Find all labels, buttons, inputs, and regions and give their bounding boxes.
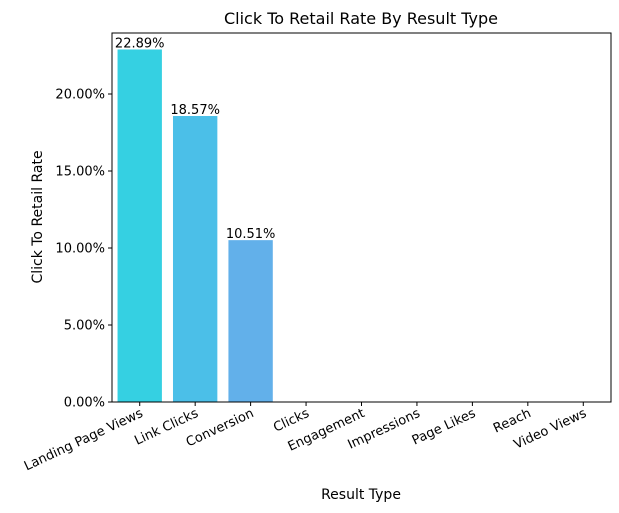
data-label-0: 22.89% <box>115 36 165 51</box>
y-tick-label-2: 10.00% <box>55 241 105 256</box>
y-axis-label: Click To Retail Rate <box>30 150 46 283</box>
bar-1 <box>172 116 218 402</box>
data-labels-group: 22.89% 18.57% 10.51% <box>115 36 275 242</box>
y-tick-label-1: 5.00% <box>64 319 105 334</box>
y-tick-label-4: 20.00% <box>55 87 105 102</box>
bar-2 <box>228 240 273 402</box>
y-tick-label-0: 0.00% <box>64 396 105 411</box>
x-axis-label: Result Type <box>321 487 401 503</box>
x-tick-label-0: Landing Page Views <box>22 406 146 474</box>
bars-group <box>117 49 273 402</box>
data-label-1: 18.57% <box>170 103 220 118</box>
bar-0 <box>117 49 162 402</box>
y-tick-label-3: 15.00% <box>55 164 105 179</box>
y-axis: 0.00% 5.00% 10.00% 15.00% 20.00% <box>55 87 112 411</box>
data-label-2: 10.51% <box>226 227 276 242</box>
x-tick-label-6: Page Likes <box>410 406 478 449</box>
chart-title: Click To Retail Rate By Result Type <box>224 9 498 28</box>
plot-area: 22.89% 18.57% 10.51% 0.00% 5.00% 10.00% 15.00… <box>22 32 612 474</box>
